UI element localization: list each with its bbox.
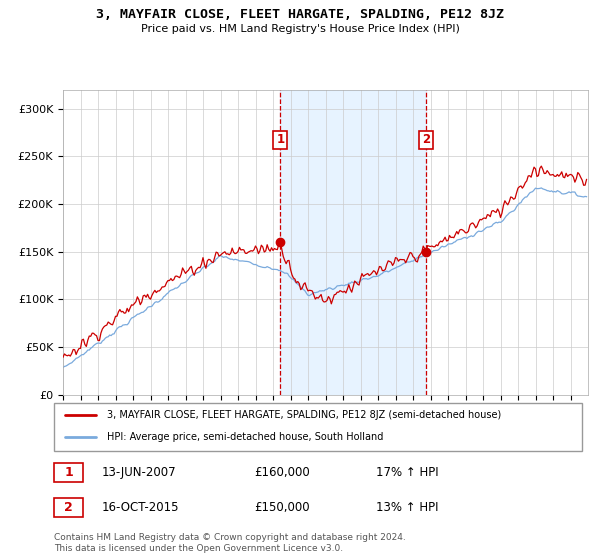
Text: 16-OCT-2015: 16-OCT-2015 xyxy=(101,501,179,514)
Text: Price paid vs. HM Land Registry's House Price Index (HPI): Price paid vs. HM Land Registry's House … xyxy=(140,24,460,34)
Bar xyxy=(280,90,426,395)
Text: 2: 2 xyxy=(422,133,430,147)
Text: £150,000: £150,000 xyxy=(254,501,310,514)
Text: 1: 1 xyxy=(276,133,284,147)
Bar xyxy=(54,463,83,482)
Text: Contains HM Land Registry data © Crown copyright and database right 2024.
This d: Contains HM Land Registry data © Crown c… xyxy=(54,533,406,553)
Text: 1: 1 xyxy=(64,466,73,479)
Text: 13% ↑ HPI: 13% ↑ HPI xyxy=(376,501,439,514)
Text: 2: 2 xyxy=(64,501,73,514)
Text: 3, MAYFAIR CLOSE, FLEET HARGATE, SPALDING, PE12 8JZ (semi-detached house): 3, MAYFAIR CLOSE, FLEET HARGATE, SPALDIN… xyxy=(107,410,501,420)
Text: 13-JUN-2007: 13-JUN-2007 xyxy=(101,466,176,479)
Text: HPI: Average price, semi-detached house, South Holland: HPI: Average price, semi-detached house,… xyxy=(107,432,383,442)
Text: £160,000: £160,000 xyxy=(254,466,310,479)
Text: 3, MAYFAIR CLOSE, FLEET HARGATE, SPALDING, PE12 8JZ: 3, MAYFAIR CLOSE, FLEET HARGATE, SPALDIN… xyxy=(96,8,504,21)
Bar xyxy=(54,498,83,517)
Text: 17% ↑ HPI: 17% ↑ HPI xyxy=(376,466,439,479)
